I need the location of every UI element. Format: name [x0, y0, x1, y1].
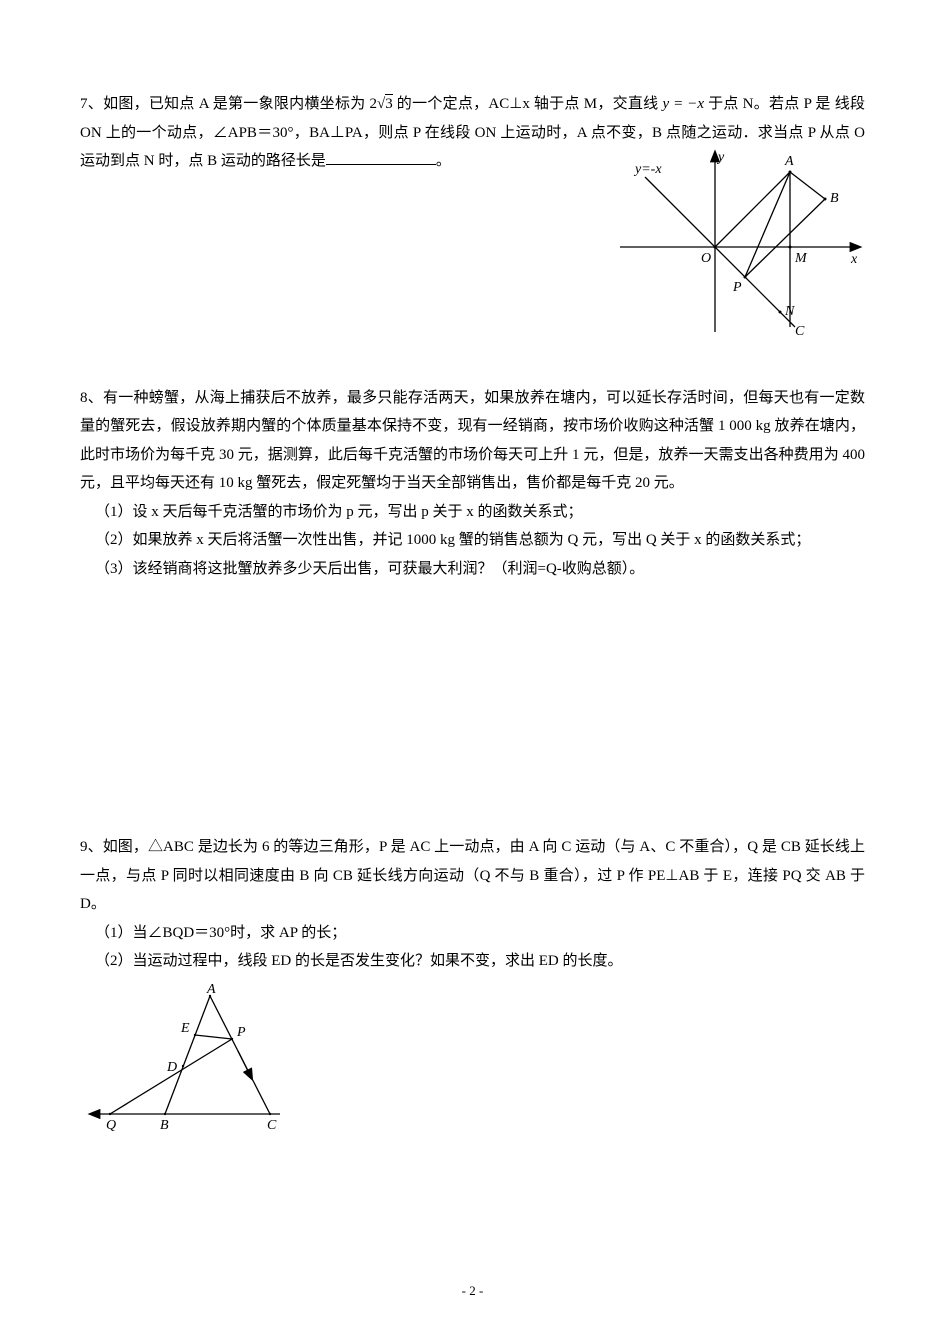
- q9-svg: A B C Q P E D: [80, 984, 300, 1139]
- q8-s2: （2）如果放养 x 天后将活蟹一次性出售，并记 1000 kg 蟹的销售总额为 …: [80, 526, 865, 555]
- q9-figure: A B C Q P E D: [80, 984, 865, 1150]
- q9-s2: （2）当运动过程中，线段 ED 的长是否发生变化？如果不变，求出 ED 的长度。: [80, 947, 865, 976]
- q7-sqrt3-val: 3: [385, 94, 393, 112]
- page-footer: - 2 -: [80, 1279, 865, 1304]
- q7-lbl-B: B: [830, 191, 839, 206]
- q7-lbl-x: x: [850, 252, 858, 267]
- q9-lbl-D: D: [166, 1060, 177, 1075]
- problem-8: 8、有一种螃蟹，从海上捕获后不放养，最多只能存活两天，如果放养在塘内，可以延长存…: [80, 384, 865, 584]
- q7-formula: y = −x: [662, 96, 704, 112]
- q9-lbl-E: E: [180, 1021, 190, 1036]
- q7-t1b: 的一个定点，AC⊥x 轴于点 M，交直线: [393, 96, 663, 112]
- q9-lbl-P: P: [236, 1025, 246, 1040]
- q7-lbl-N: N: [784, 304, 795, 319]
- q7-t1c: 于点 N。若点 P 是: [704, 96, 831, 112]
- q9-p1: 如图，△ABC 是边长为 6 的等边三角形，P 是 AC 上一动点，由 A 向 …: [80, 839, 865, 912]
- q9-lbl-C: C: [267, 1118, 277, 1133]
- q7-lbl-P: P: [732, 280, 742, 295]
- q7-t1a: 如图，已知点 A 是第一象限内横坐标为: [103, 96, 369, 112]
- q8-number: 8、: [80, 390, 103, 406]
- spacer-8-9: [80, 613, 865, 833]
- q8-s1: （1）设 x 天后每千克活蟹的市场价为 p 元，写出 p 关于 x 的函数关系式…: [80, 498, 865, 527]
- q9-number: 9、: [80, 839, 103, 855]
- problem-7: 7、如图，已知点 A 是第一象限内横坐标为 2√3 的一个定点，AC⊥x 轴于点…: [80, 90, 865, 354]
- q9-s1: （1）当∠BQD＝30°时，求 AP 的长；: [80, 919, 865, 948]
- q7-lbl-y: y: [716, 150, 725, 165]
- q9-lbl-Q: Q: [106, 1118, 116, 1133]
- q7-figure: y=-x y x O M A B P N C: [615, 147, 865, 348]
- q7-lbl-O: O: [701, 251, 711, 266]
- q7-lbl-M: M: [794, 251, 808, 266]
- q8-s3: （3）该经销商将这批蟹放养多少天后出售，可获最大利润？（利润=Q-收购总额）。: [80, 555, 865, 584]
- q7-blank: [326, 149, 436, 165]
- q7-lbl-yneq: y=-x: [633, 162, 662, 177]
- q7-svg: y=-x y x O M A B P N C: [615, 147, 865, 337]
- q9-lbl-A: A: [206, 984, 216, 997]
- q9-lbl-B: B: [160, 1118, 169, 1133]
- q7-lbl-C: C: [795, 324, 805, 337]
- problem-9: 9、如图，△ABC 是边长为 6 的等边三角形，P 是 AC 上一动点，由 A …: [80, 833, 865, 1149]
- q7-period: 。: [436, 153, 451, 169]
- q7-lbl-A: A: [784, 154, 794, 169]
- q8-p1: 有一种螃蟹，从海上捕获后不放养，最多只能存活两天，如果放养在塘内，可以延长存活时…: [80, 390, 865, 492]
- q7-two: 2: [370, 96, 378, 112]
- q7-number: 7、: [80, 96, 103, 112]
